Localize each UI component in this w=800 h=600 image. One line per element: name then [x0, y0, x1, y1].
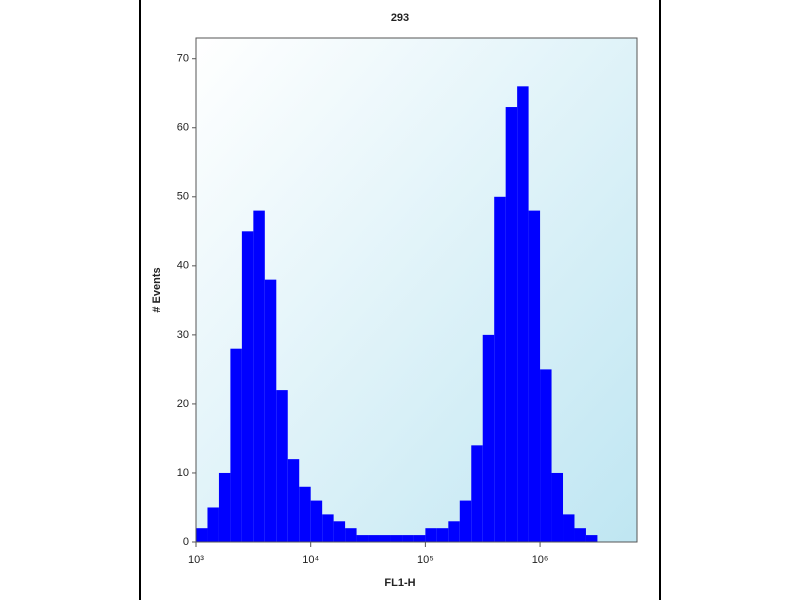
bar	[459, 500, 472, 542]
bar	[299, 486, 311, 542]
y-tick-label: 40	[177, 260, 189, 272]
bar	[563, 514, 575, 542]
bar	[540, 369, 552, 542]
bar	[390, 535, 403, 542]
x-tick-label: 10⁴	[302, 554, 319, 566]
bar	[448, 521, 460, 542]
bar	[253, 210, 265, 543]
y-tick-label: 20	[177, 398, 189, 410]
bar	[471, 445, 483, 542]
bar	[345, 528, 357, 542]
bar	[276, 390, 288, 542]
y-tick-label: 50	[177, 191, 189, 203]
bar	[310, 500, 323, 542]
plot-border	[195, 37, 638, 543]
bar	[402, 535, 414, 542]
x-tick-label: 10⁶	[532, 554, 549, 566]
bar	[196, 528, 208, 542]
bar	[528, 210, 541, 543]
bar	[551, 472, 564, 542]
bar	[241, 231, 254, 542]
bar	[574, 528, 586, 542]
bar	[436, 528, 449, 542]
bar	[494, 196, 506, 542]
bar	[207, 507, 219, 542]
x-axis-label: FL1-H	[384, 577, 415, 589]
bar	[368, 535, 380, 542]
bar	[505, 107, 518, 542]
x-tick-label: 10⁵	[417, 554, 434, 566]
y-tick-label: 10	[177, 467, 189, 479]
bar	[264, 279, 277, 542]
bar	[517, 86, 529, 542]
bar	[287, 459, 300, 542]
bar	[482, 334, 495, 542]
y-tick-label: 30	[177, 329, 189, 341]
bar	[379, 535, 391, 542]
y-tick-label: 60	[177, 122, 189, 134]
x-tick-label: 10³	[188, 554, 204, 566]
chart-title: 293	[391, 12, 409, 24]
bar	[425, 528, 437, 542]
marks	[196, 86, 598, 543]
bar	[230, 348, 242, 542]
bar	[333, 521, 346, 542]
bar	[218, 472, 231, 542]
y-tick-label: 70	[177, 53, 189, 65]
y-tick-label: 0	[183, 536, 189, 548]
bar	[585, 535, 598, 542]
bar	[322, 514, 334, 542]
bar	[356, 535, 369, 542]
bar	[413, 535, 426, 542]
y-axis-label: # Events	[151, 267, 163, 312]
